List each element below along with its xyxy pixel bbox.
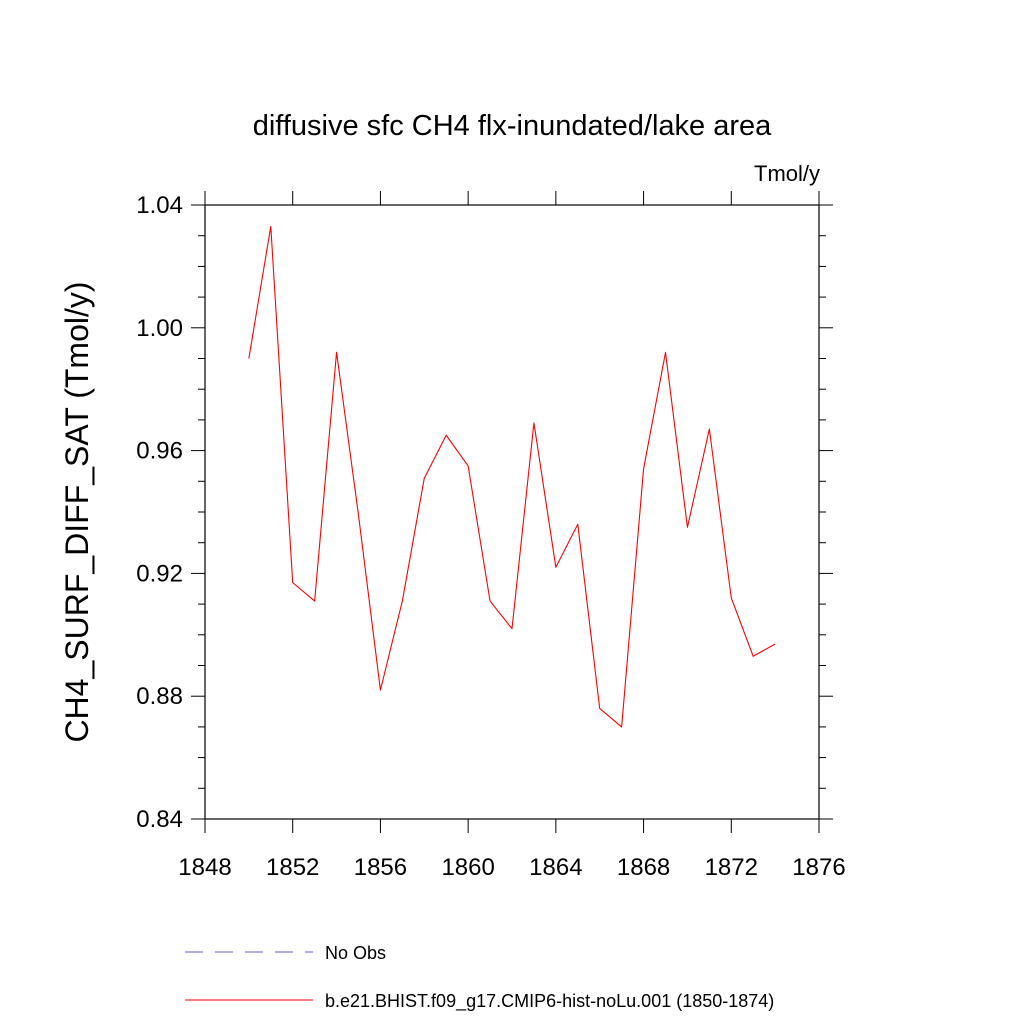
x-tick-label: 1872 bbox=[705, 854, 758, 881]
x-tick-label: 1852 bbox=[266, 854, 319, 881]
legend-label: No Obs bbox=[325, 943, 386, 963]
y-axis-label: CH4_SURF_DIFF_SAT (Tmol/y) bbox=[59, 281, 95, 742]
y-tick-label: 0.92 bbox=[136, 560, 183, 587]
series-line bbox=[248, 225, 776, 728]
units-label: Tmol/y bbox=[754, 161, 820, 186]
y-tick-label: 0.88 bbox=[136, 683, 183, 710]
legend-label: b.e21.BHIST.f09_g17.CMIP6-hist-noLu.001 … bbox=[325, 991, 774, 1012]
plot-frame bbox=[204, 204, 820, 820]
x-tick-label: 1848 bbox=[178, 854, 231, 881]
series-group bbox=[248, 225, 776, 728]
x-tick-label: 1864 bbox=[529, 854, 582, 881]
x-tick-label: 1868 bbox=[617, 854, 670, 881]
x-tick-label: 1856 bbox=[354, 854, 407, 881]
y-tick-label: 0.84 bbox=[136, 806, 183, 833]
y-tick-label: 1.00 bbox=[136, 315, 183, 342]
legend: No Obs b.e21.BHIST.f09_g17.CMIP6-hist-noL… bbox=[185, 943, 774, 1012]
chart-title: diffusive sfc CH4 flx-inundated/lake are… bbox=[253, 110, 772, 142]
y-tick-label: 0.96 bbox=[136, 438, 183, 465]
x-tick-label: 1860 bbox=[441, 854, 494, 881]
y-tick-label: 1.04 bbox=[136, 192, 183, 219]
x-tick-label: 1876 bbox=[792, 854, 845, 881]
x-ticks: 1848 1852 1856 1860 1864 1868 1872 1876 bbox=[178, 191, 846, 881]
y-ticks: 0.84 0.88 0.92 0.96 1.00 1.04 bbox=[136, 192, 833, 833]
